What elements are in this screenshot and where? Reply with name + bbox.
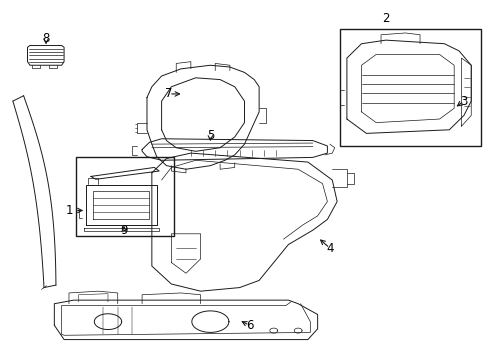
Bar [76,157,173,235]
Text: 9: 9 [120,224,127,238]
Text: 3: 3 [459,95,467,108]
Text: 5: 5 [206,129,214,142]
Text: 7: 7 [165,87,172,100]
Bar [339,30,480,146]
Text: 4: 4 [325,242,333,255]
Text: 2: 2 [382,12,389,25]
Text: 1: 1 [65,204,73,217]
Text: 8: 8 [42,32,50,45]
Text: 6: 6 [245,319,253,332]
